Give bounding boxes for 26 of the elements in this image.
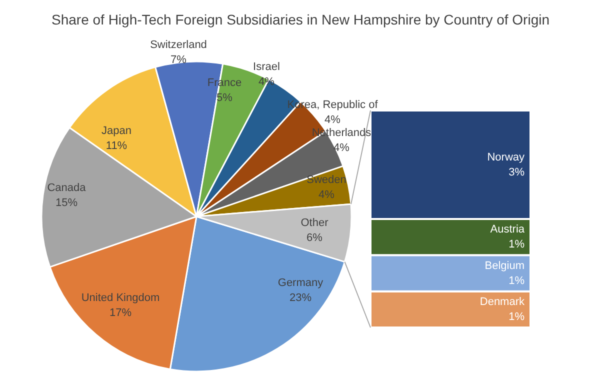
chart-title: Share of High-Tech Foreign Subsidiaries in New Hampshire by Country of Origin xyxy=(52,12,550,28)
data-label: 4% xyxy=(334,142,350,154)
slice-label: Other xyxy=(300,217,329,229)
series-label: Austria xyxy=(490,224,526,236)
data-label: 15% xyxy=(55,197,78,209)
data-label: 3% xyxy=(508,166,525,178)
data-label: 6% xyxy=(306,232,323,244)
data-label: 4% xyxy=(318,189,335,201)
slice-label: United Kingdom xyxy=(81,292,160,304)
series-label: Denmark xyxy=(480,296,525,308)
series-label: Norway xyxy=(487,151,525,164)
series-label: Belgium xyxy=(484,260,525,272)
data-label: 1% xyxy=(508,310,525,323)
data-label: 1% xyxy=(508,274,525,287)
slice-label: Japan xyxy=(102,125,132,137)
data-label: 17% xyxy=(109,307,132,319)
slice-label: Sweden xyxy=(306,174,346,186)
data-label: 23% xyxy=(289,292,312,304)
data-label: 7% xyxy=(170,54,187,66)
data-label: 1% xyxy=(508,238,525,251)
data-label: 11% xyxy=(106,140,128,152)
slice-label: Israel xyxy=(253,61,280,73)
slice-label: Switzerland xyxy=(150,39,207,51)
data-label: 4% xyxy=(324,114,341,126)
slice-label: Canada xyxy=(47,182,87,194)
slice-label: Germany xyxy=(278,277,324,289)
